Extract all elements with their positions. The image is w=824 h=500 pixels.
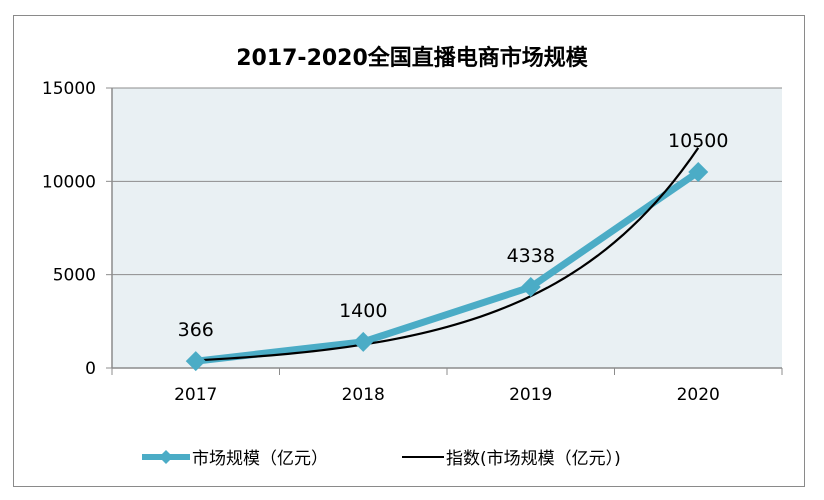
y-tick-label: 5000 [53,266,96,286]
y-tick-label: 0 [85,359,96,379]
legend-item-market-size: 市场规模（亿元） [140,444,328,469]
legend: 市场规模（亿元） 指数(市场规模（亿元）) [0,444,824,469]
legend-swatch-trendline [402,455,444,458]
data-label: 1400 [339,300,387,322]
legend-label-trendline: 指数(市场规模（亿元）) [446,449,621,469]
data-point [353,331,374,352]
legend-swatch-market-size [142,449,190,464]
plot-area [112,88,782,368]
x-tick-label: 2017 [174,385,217,405]
legend-label-market-size: 市场规模（亿元） [192,449,328,469]
series-line-market-size [192,168,702,365]
x-tick-label: 2019 [509,385,552,405]
series-line-trendline [195,147,700,362]
data-label: 10500 [668,130,728,152]
y-tick-label: 15000 [42,79,96,99]
data-point [688,162,709,182]
data-label: 4338 [507,245,555,267]
data-label: 366 [178,319,214,341]
y-tick-label: 10000 [42,172,96,192]
x-tick-label: 2020 [677,385,720,405]
chart-title: 2017-2020全国直播电商市场规模 [236,46,588,71]
legend-item-trendline: 指数(市场规模（亿元）) [400,444,621,469]
data-point [520,277,541,298]
x-tick-label: 2018 [342,385,385,405]
data-point [185,351,206,372]
